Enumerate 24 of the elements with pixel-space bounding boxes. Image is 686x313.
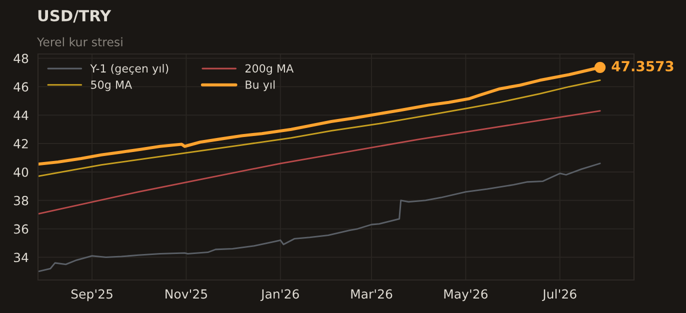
chart-subtitle: Yerel kur stresi bbox=[36, 37, 122, 46]
legend-label: 200g MA bbox=[246, 64, 294, 75]
y-tick-label: 38 bbox=[14, 196, 28, 206]
x-tick-label: Mar'26 bbox=[351, 289, 392, 299]
line-series bbox=[38, 80, 601, 178]
y-tick-label: 34 bbox=[14, 252, 28, 262]
y-tick-label: 46 bbox=[14, 82, 28, 92]
x-tick-label: May'26 bbox=[444, 289, 488, 302]
x-tick-label: Nov'25 bbox=[166, 289, 208, 299]
line-series bbox=[38, 110, 601, 215]
legend-label: Bu yıl bbox=[246, 80, 275, 92]
y-tick-label: 48 bbox=[14, 54, 28, 64]
chart-title: USD/TRY bbox=[38, 10, 112, 23]
x-tick-label: Jul'26 bbox=[542, 289, 576, 302]
legend-label: 50g MA bbox=[91, 80, 132, 92]
x-tick-label: Sep'25 bbox=[71, 289, 112, 302]
annotation: 47.3573 bbox=[612, 60, 674, 72]
line-series bbox=[38, 162, 601, 272]
y-tick-label: 44 bbox=[14, 110, 28, 120]
y-tick-label: 36 bbox=[14, 224, 28, 234]
legend-label: Y-1 (geçen yıl) bbox=[90, 64, 168, 75]
x-tick-label: Jan'26 bbox=[260, 289, 299, 302]
y-tick-label: 40 bbox=[14, 167, 28, 177]
y-tick-label: 42 bbox=[14, 139, 28, 148]
